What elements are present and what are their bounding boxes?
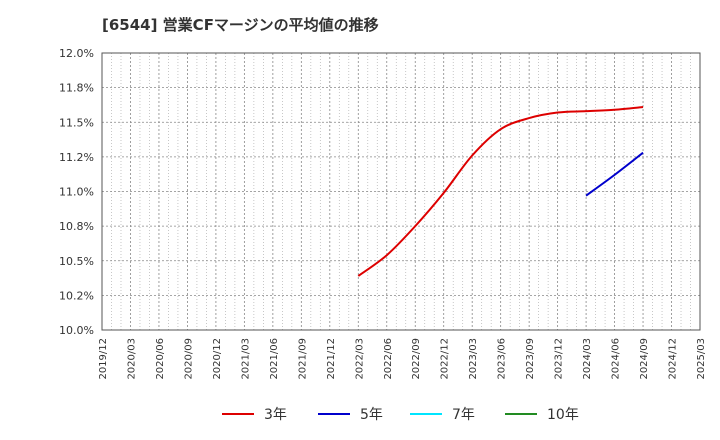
x-tick-label: 2020/03 xyxy=(126,338,137,380)
x-tick-label: 2022/03 xyxy=(354,338,365,380)
y-tick-label: 10.8% xyxy=(59,220,94,233)
x-tick-label: 2022/09 xyxy=(411,338,422,380)
x-tick-label: 2021/06 xyxy=(269,338,280,380)
x-tick-label: 2023/03 xyxy=(468,338,479,380)
x-tick-label: 2024/12 xyxy=(668,338,679,380)
y-tick-label: 10.2% xyxy=(59,289,94,302)
plot-frame xyxy=(101,52,701,331)
y-tick-label: 11.5% xyxy=(59,116,94,129)
y-tick-label: 10.5% xyxy=(59,255,94,268)
x-tick-label: 2023/12 xyxy=(554,338,565,380)
x-tick-label: 2021/03 xyxy=(240,338,251,380)
legend-label: 5年 xyxy=(360,407,383,423)
legend-label: 7年 xyxy=(452,407,475,423)
x-tick-label: 2023/09 xyxy=(525,338,536,380)
y-tick-label: 12.0% xyxy=(59,47,94,60)
y-tick-label: 10.0% xyxy=(59,324,94,337)
x-tick-label: 2020/09 xyxy=(183,338,194,380)
series-lines xyxy=(357,106,644,277)
x-tick-label: 2024/06 xyxy=(611,338,622,380)
legend: 3年 5年 7年 10年 xyxy=(222,407,579,423)
legend-label: 3年 xyxy=(264,407,287,423)
legend-label: 10年 xyxy=(547,407,579,423)
grid xyxy=(101,52,701,331)
x-tick-label: 2024/09 xyxy=(639,338,650,380)
y-tick-label: 11.2% xyxy=(59,151,94,164)
y-axis-tick-labels: 12.0% 11.8% 11.5% 11.2% 11.0% 10.8% 10.5% 10.2%… xyxy=(59,47,94,337)
x-tick-label: 2020/12 xyxy=(212,338,223,380)
y-tick-label: 11.8% xyxy=(59,82,94,95)
x-tick-label: 2021/09 xyxy=(297,338,308,380)
x-tick-label: 2020/06 xyxy=(155,338,166,380)
x-tick-label: 2023/06 xyxy=(497,338,508,380)
x-tick-label: 2019/12 xyxy=(98,338,109,380)
x-tick-label: 2022/12 xyxy=(440,338,451,380)
x-tick-label: 2025/03 xyxy=(696,338,707,380)
series-line-3年 xyxy=(357,106,644,277)
x-tick-label: 2024/03 xyxy=(582,338,593,380)
chart-title: [6544] 営業CFマージンの平均値の推移 xyxy=(102,16,379,34)
y-tick-label: 11.0% xyxy=(59,186,94,199)
x-axis-tick-labels: 2019/12 2020/03 2020/06 2020/09 2020/12 2021/… xyxy=(98,338,707,380)
series-line-5年 xyxy=(585,151,644,197)
x-tick-label: 2021/12 xyxy=(326,338,337,380)
x-tick-label: 2022/06 xyxy=(383,338,394,380)
